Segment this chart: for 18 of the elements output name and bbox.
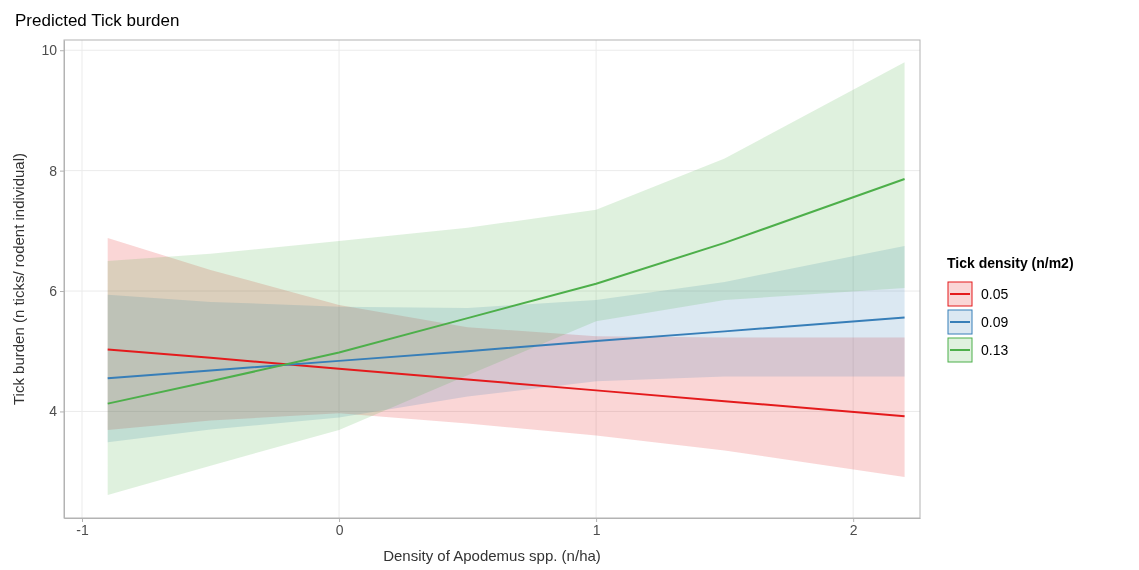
line-series <box>106 316 906 380</box>
line-series <box>106 178 906 405</box>
y-axis-title: Tick burden (n ticks/ rodent individual) <box>10 152 27 406</box>
x-tick-label: -1 <box>76 521 89 538</box>
line-series <box>106 348 906 418</box>
x-tick-label: 1 <box>592 521 601 538</box>
x-tick-label: 2 <box>849 521 858 538</box>
x-axis-title: Density of Apodemus spp. (n/ha) <box>383 547 601 564</box>
y-tick-label: 4 <box>49 403 58 420</box>
y-tick-label: 8 <box>49 162 58 179</box>
legend-title: Tick density (n/m2) <box>947 255 1074 271</box>
y-tick-label: 6 <box>49 283 58 300</box>
y-tick-label: 10 <box>41 42 58 59</box>
legend-label: 0.05 <box>981 286 1009 302</box>
legend-label: 0.13 <box>981 342 1009 358</box>
x-tick-label: 0 <box>335 521 344 538</box>
legend-label: 0.09 <box>981 314 1009 330</box>
chart-title: Predicted Tick burden <box>15 11 180 30</box>
